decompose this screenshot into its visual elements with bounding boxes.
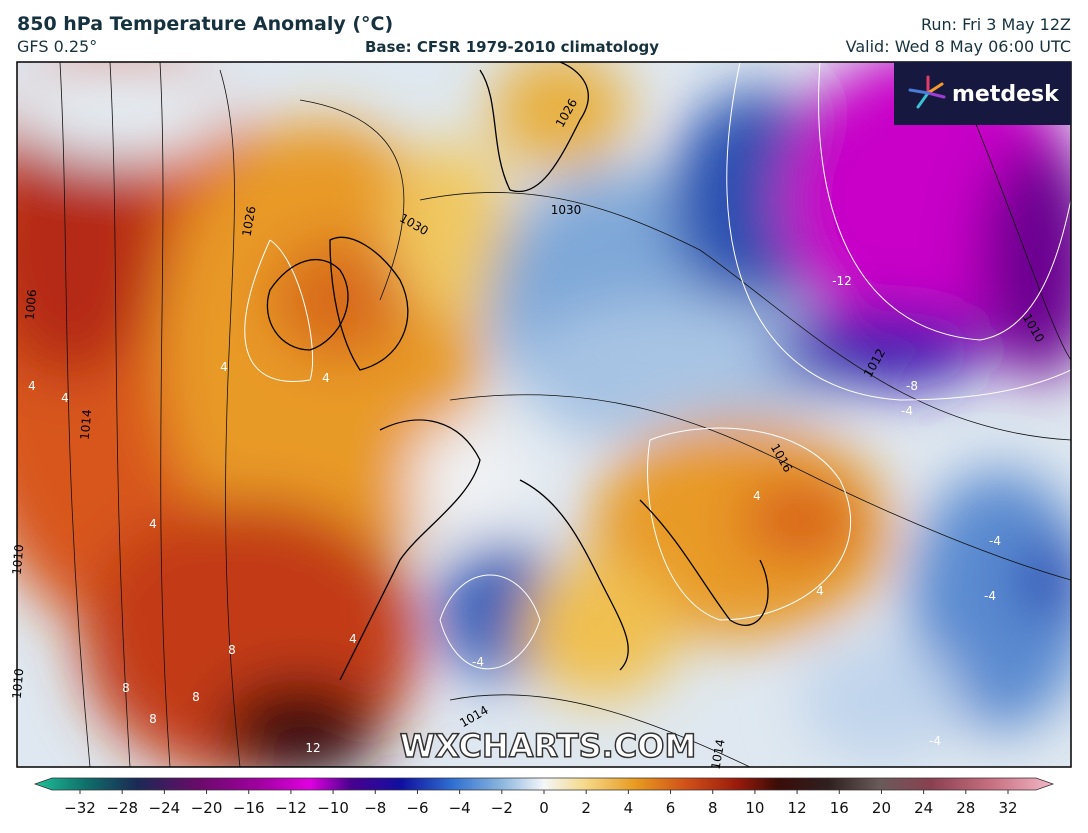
logo-text: metdesk: [952, 82, 1060, 107]
anomaly-contours: [244, 62, 1071, 670]
title: 850 hPa Temperature Anomaly (°C): [17, 13, 394, 35]
colorbar-label: 24: [914, 799, 933, 817]
base: Base: CFSR 1979-2010 climatology: [365, 38, 660, 56]
contour-label: 8: [149, 712, 157, 726]
contour-label: -4: [472, 655, 484, 669]
contour-label: 12: [305, 741, 320, 755]
contour-label: 4: [220, 360, 228, 374]
contour-label: -4: [989, 534, 1001, 548]
contour-label: 4: [753, 489, 761, 503]
contour-label: -4: [901, 404, 913, 418]
colorbar-label: −10: [317, 799, 349, 817]
contour-label: 1030: [551, 203, 582, 217]
watermark: WXCHARTS.COM: [400, 727, 697, 765]
colorbar-label: 32: [998, 799, 1017, 817]
run: Run: Fri 3 May 12Z: [920, 15, 1071, 34]
colorbar: [33, 777, 1055, 791]
logo-icon: [908, 75, 946, 109]
colorbar-label: 20: [872, 799, 891, 817]
contour-label: -12: [832, 274, 852, 288]
colorbar-label: −24: [149, 799, 181, 817]
colorbar-label: −20: [191, 799, 223, 817]
isobars: [59, 62, 1071, 767]
colorbar-label: −4: [449, 799, 471, 817]
contour-label: 4: [28, 379, 36, 393]
model: GFS 0.25°: [17, 37, 98, 56]
contour-label: 1014: [78, 409, 95, 441]
valid: Valid: Wed 8 May 06:00 UTC: [845, 37, 1071, 56]
colorbar-label: 2: [581, 799, 591, 817]
map-field: [17, 62, 1071, 767]
contour-label: 1010: [10, 668, 27, 700]
colorbar-label: 6: [666, 799, 676, 817]
contour-label: -4: [929, 734, 941, 748]
contour-label: 4: [349, 632, 357, 646]
contour-label: 8: [122, 681, 130, 695]
colorbar-label: 16: [830, 799, 849, 817]
colorbar-label: −16: [233, 799, 265, 817]
colorbar-label: −2: [491, 799, 513, 817]
contour-label: 4: [149, 517, 157, 531]
colorbar-label: −6: [406, 799, 428, 817]
contour-label: 4: [61, 391, 69, 405]
coastlines: [266, 62, 769, 681]
colorbar-label: 10: [745, 799, 764, 817]
contour-label: 1014: [709, 738, 728, 771]
contour-label: -8: [906, 379, 918, 393]
contour-label: 4: [322, 371, 330, 385]
colorbar-label: 0: [539, 799, 549, 817]
contour-label: 4: [816, 584, 824, 598]
contour-label: 1010: [10, 544, 27, 576]
colorbar-label: −32: [64, 799, 96, 817]
colorbar-label: −8: [364, 799, 386, 817]
colorbar-label: 28: [956, 799, 975, 817]
contour-label: 8: [192, 690, 200, 704]
contour-label: 1026: [240, 205, 259, 238]
colorbar-label: −28: [106, 799, 138, 817]
contour-label: 8: [228, 643, 236, 657]
colorbar-label: 8: [708, 799, 718, 817]
colorbar-label: 12: [788, 799, 807, 817]
colorbar-label: −12: [275, 799, 307, 817]
map-frame: [16, 61, 1072, 768]
contour-label: 1006: [23, 289, 40, 321]
colorbar-label: 4: [624, 799, 634, 817]
contour-label: -4: [984, 589, 996, 603]
